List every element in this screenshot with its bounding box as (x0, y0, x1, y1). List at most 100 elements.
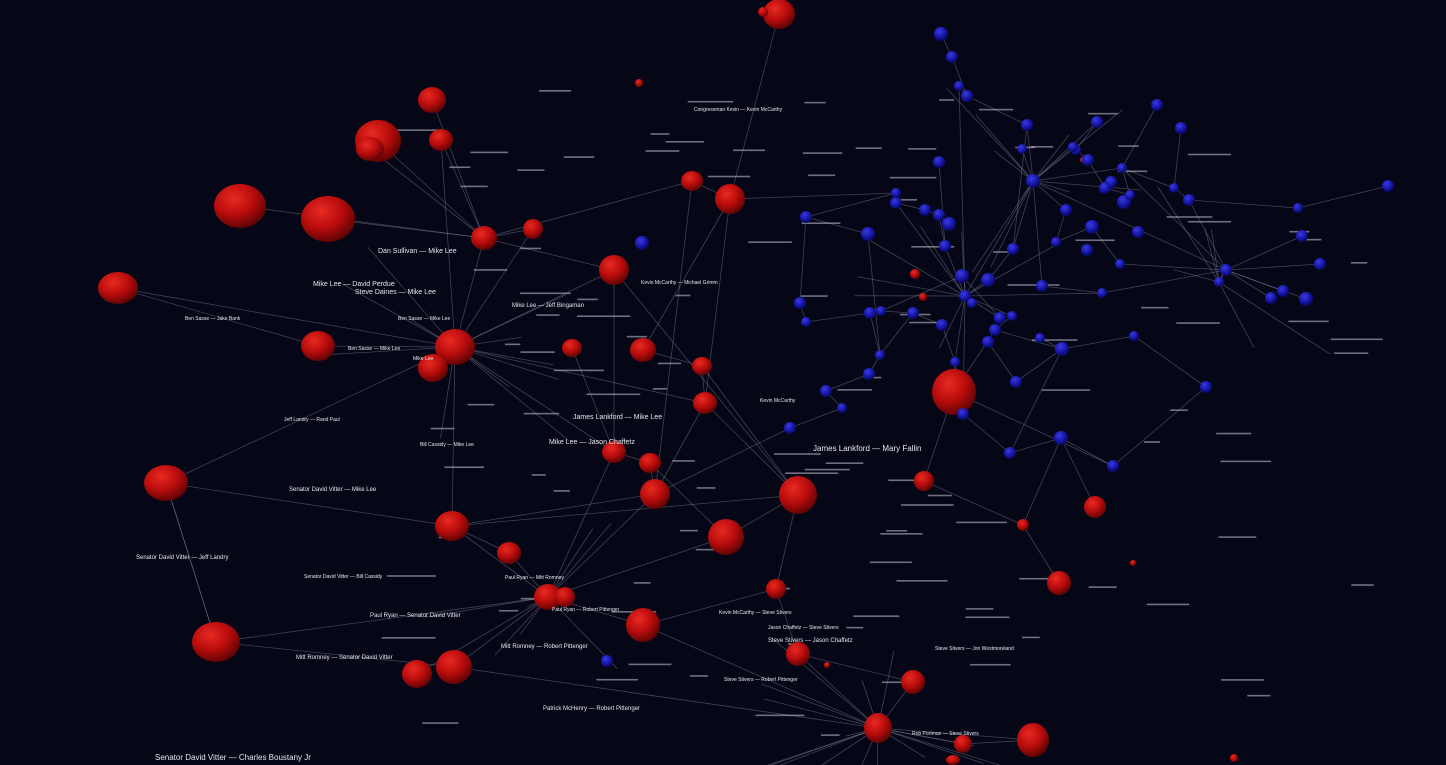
node-red[interactable] (98, 272, 138, 304)
node-red[interactable] (1017, 723, 1049, 757)
node-blue[interactable] (1314, 258, 1326, 270)
node-red[interactable] (1130, 560, 1136, 566)
node-blue[interactable] (801, 317, 811, 327)
node-red[interactable] (301, 331, 335, 361)
node-red[interactable] (471, 226, 497, 250)
node-blue[interactable] (1035, 333, 1045, 343)
node-red[interactable] (681, 171, 703, 191)
node-blue[interactable] (1265, 292, 1277, 304)
node-red[interactable] (864, 713, 892, 743)
node-red[interactable] (1047, 571, 1071, 595)
node-blue[interactable] (863, 368, 875, 380)
node-blue[interactable] (1068, 142, 1078, 152)
node-red[interactable] (497, 542, 521, 564)
node-red[interactable] (692, 357, 712, 375)
node-blue[interactable] (635, 236, 649, 250)
node-red[interactable] (639, 453, 661, 473)
node-blue[interactable] (1214, 277, 1224, 287)
node-red[interactable] (418, 87, 446, 113)
node-blue[interactable] (1026, 174, 1040, 188)
node-red[interactable] (630, 338, 656, 362)
node-red[interactable] (562, 339, 582, 357)
node-blue[interactable] (875, 350, 885, 360)
node-blue[interactable] (1060, 204, 1072, 216)
node-blue[interactable] (959, 290, 971, 302)
node-red[interactable] (214, 184, 266, 228)
node-blue[interactable] (967, 298, 977, 308)
node-red[interactable] (402, 660, 432, 688)
node-blue[interactable] (1051, 237, 1061, 247)
node-blue[interactable] (1081, 244, 1093, 256)
node-blue[interactable] (955, 269, 969, 283)
node-red[interactable] (932, 369, 976, 415)
node-blue[interactable] (861, 227, 875, 241)
node-red[interactable] (1084, 496, 1106, 518)
node-blue[interactable] (820, 385, 832, 397)
node-red[interactable] (919, 293, 927, 301)
node-red[interactable] (602, 441, 626, 463)
node-blue[interactable] (1055, 342, 1069, 356)
node-red[interactable] (635, 79, 643, 87)
node-blue[interactable] (942, 217, 956, 231)
node-red[interactable] (766, 579, 786, 599)
node-blue[interactable] (891, 188, 901, 198)
node-red[interactable] (954, 735, 972, 753)
node-blue[interactable] (1299, 292, 1313, 306)
node-red[interactable] (301, 196, 355, 242)
node-blue[interactable] (939, 240, 951, 252)
node-blue[interactable] (1085, 220, 1099, 234)
node-red[interactable] (555, 587, 575, 607)
node-red[interactable] (144, 465, 188, 501)
node-red[interactable] (824, 662, 830, 668)
node-blue[interactable] (954, 81, 964, 91)
node-blue[interactable] (933, 209, 945, 221)
node-red[interactable] (758, 7, 768, 17)
node-red[interactable] (715, 184, 745, 214)
node-blue[interactable] (1296, 230, 1308, 242)
node-red[interactable] (436, 650, 472, 684)
node-blue[interactable] (1082, 154, 1094, 166)
node-blue[interactable] (1200, 381, 1212, 393)
node-blue[interactable] (982, 336, 994, 348)
node-blue[interactable] (1021, 119, 1033, 131)
node-red[interactable] (914, 471, 934, 491)
node-blue[interactable] (1293, 203, 1303, 213)
node-blue[interactable] (800, 211, 812, 223)
node-blue[interactable] (1097, 288, 1107, 298)
node-red[interactable] (693, 392, 717, 414)
node-red[interactable] (435, 511, 469, 541)
node-red[interactable] (708, 519, 744, 555)
node-blue[interactable] (1169, 183, 1179, 193)
node-blue[interactable] (957, 408, 969, 420)
node-blue[interactable] (994, 312, 1006, 324)
node-red[interactable] (435, 329, 475, 365)
node-blue[interactable] (1007, 243, 1019, 255)
node-blue[interactable] (1007, 311, 1017, 321)
node-blue[interactable] (933, 156, 945, 168)
node-red[interactable] (418, 354, 448, 382)
node-red[interactable] (640, 479, 670, 509)
node-blue[interactable] (890, 197, 902, 209)
node-blue[interactable] (1017, 144, 1027, 154)
node-red[interactable] (901, 670, 925, 694)
node-red[interactable] (523, 219, 543, 239)
node-blue[interactable] (961, 90, 973, 102)
node-red[interactable] (429, 129, 453, 151)
node-blue[interactable] (1099, 182, 1111, 194)
node-red[interactable] (534, 584, 562, 610)
node-blue[interactable] (946, 51, 958, 63)
node-blue[interactable] (1220, 264, 1232, 276)
node-blue[interactable] (936, 319, 948, 331)
node-red[interactable] (910, 269, 920, 279)
node-red[interactable] (599, 255, 629, 285)
node-blue[interactable] (837, 403, 847, 413)
node-blue[interactable] (1115, 259, 1125, 269)
node-red[interactable] (192, 622, 240, 662)
node-red[interactable] (779, 476, 817, 514)
node-blue[interactable] (1277, 285, 1289, 297)
node-blue[interactable] (794, 297, 806, 309)
node-blue[interactable] (950, 357, 960, 367)
node-blue[interactable] (1382, 180, 1394, 192)
node-blue[interactable] (1117, 163, 1127, 173)
